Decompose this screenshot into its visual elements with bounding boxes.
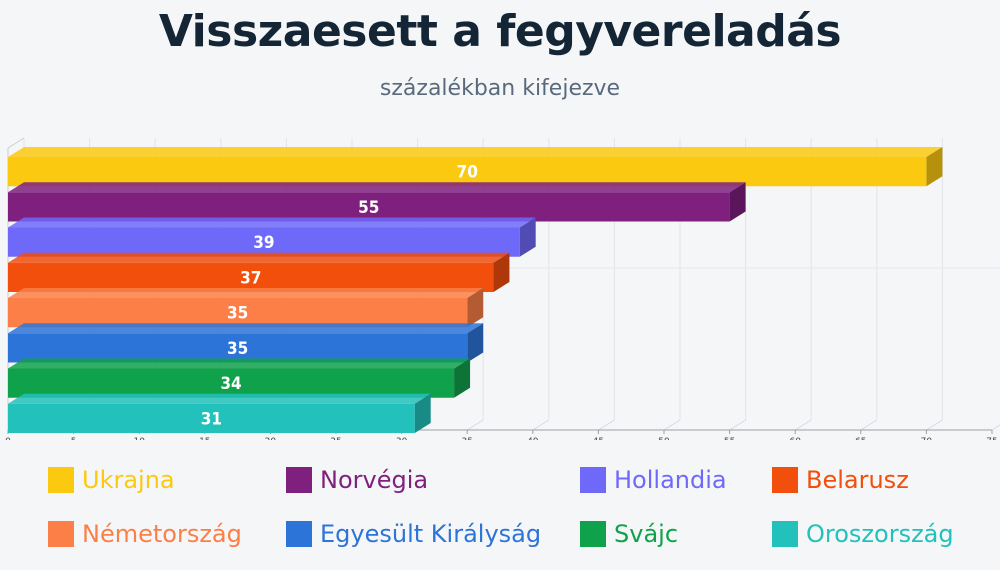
bar (8, 217, 536, 257)
bar-value-label: 70 (457, 163, 478, 183)
legend-item[interactable]: Oroszország (772, 520, 954, 548)
chart-title: Visszaesett a fegyvereladás (158, 6, 842, 57)
legend-item[interactable]: Norvégia (286, 466, 428, 494)
bar-side (454, 358, 471, 398)
x-tick-label: 60 (789, 437, 801, 440)
x-tick-label: 50 (658, 437, 670, 440)
legend-item[interactable]: Hollandia (580, 466, 727, 494)
floor-line (663, 419, 681, 431)
x-tick-label: 0 (5, 437, 11, 440)
legend-label: Hollandia (614, 466, 727, 494)
bar-side (493, 252, 510, 292)
bar-value-label: 37 (240, 268, 261, 288)
legend-label: Egyesült Királyság (320, 520, 542, 548)
bar-value-label: 34 (220, 374, 241, 394)
x-tick-label: 75 (986, 437, 997, 440)
bar-top (8, 358, 471, 369)
x-tick-label: 65 (855, 437, 866, 440)
x-tick-label: 70 (921, 437, 933, 440)
bar-side (926, 147, 943, 187)
bar-front (8, 192, 730, 222)
bar-front (8, 227, 520, 257)
legend-label: Svájc (614, 520, 679, 548)
bar (8, 358, 471, 398)
bar-chart: 0 5 10 15 20 25 30 35 40 45 50 55 60 65 70 75 70 55 39 37 35… (5, 137, 1000, 440)
bar-front (8, 403, 415, 433)
bar-top (8, 147, 943, 157)
x-tick-label: 5 (71, 437, 77, 440)
legend-label: Ukrajna (82, 466, 175, 494)
bar (8, 252, 510, 292)
bar-front (8, 262, 494, 292)
legend-item[interactable]: Egyesült Királyság (286, 520, 541, 548)
floor-line (991, 424, 1000, 431)
floor-line (926, 419, 943, 431)
legend-swatch (48, 521, 74, 547)
bar-front (8, 368, 455, 398)
bar (8, 288, 484, 328)
legend-label: Norvégia (320, 466, 429, 494)
bar-top (8, 252, 510, 263)
x-tick-label: 10 (133, 437, 145, 440)
floor-line (794, 419, 812, 431)
floor-line (466, 419, 484, 431)
bar-value-label: 55 (358, 198, 379, 218)
legend-item[interactable]: Belarusz (772, 466, 909, 494)
legend-item[interactable]: Ukrajna (48, 466, 175, 494)
x-tick-label: 45 (593, 437, 604, 440)
bar-top (8, 288, 484, 298)
legend-swatch (580, 467, 606, 493)
bar-top (8, 182, 746, 193)
bar-value-label: 35 (227, 304, 248, 324)
bar (8, 182, 746, 222)
legend-item[interactable]: Németország (48, 520, 242, 548)
bar-side (467, 323, 484, 363)
x-tick-label: 40 (527, 437, 539, 440)
bar-top (8, 323, 484, 334)
legend-item[interactable]: Svájc (580, 520, 678, 548)
bar-side (414, 393, 431, 433)
chart-subtitle: százalékban kifejezve (379, 76, 621, 101)
legend-swatch (772, 467, 798, 493)
bar-value-label: 35 (227, 339, 248, 359)
legend-label: Oroszország (806, 520, 954, 548)
x-tick-label: 30 (396, 437, 408, 440)
x-tick-label: 55 (724, 437, 735, 440)
bar-top (8, 393, 431, 404)
bar-top (8, 217, 536, 228)
x-tick-label: 15 (199, 437, 210, 440)
bar-side (519, 217, 536, 257)
x-tick-label: 20 (265, 437, 277, 440)
legend-swatch (48, 467, 74, 493)
bar-side (729, 182, 746, 222)
bar (8, 147, 943, 187)
legend-swatch (772, 521, 798, 547)
x-tick-label: 35 (461, 437, 472, 440)
wall-line (7, 137, 25, 149)
x-tick-label: 25 (330, 437, 341, 440)
bar-value-label: 39 (253, 233, 274, 253)
bar (8, 323, 484, 363)
bar-side (467, 288, 484, 328)
bar-front (8, 333, 468, 363)
bar-front (8, 298, 468, 328)
floor-line (729, 419, 746, 431)
legend-swatch (286, 521, 312, 547)
bar (8, 393, 431, 433)
floor-line (598, 419, 615, 431)
bar-front (8, 157, 927, 187)
floor-line (532, 419, 550, 431)
legend-label: Németország (82, 520, 242, 548)
floor-line (860, 419, 878, 431)
legend-swatch (286, 467, 312, 493)
legend-label: Belarusz (806, 466, 909, 494)
legend-swatch (580, 521, 606, 547)
bar-value-label: 31 (201, 409, 222, 429)
